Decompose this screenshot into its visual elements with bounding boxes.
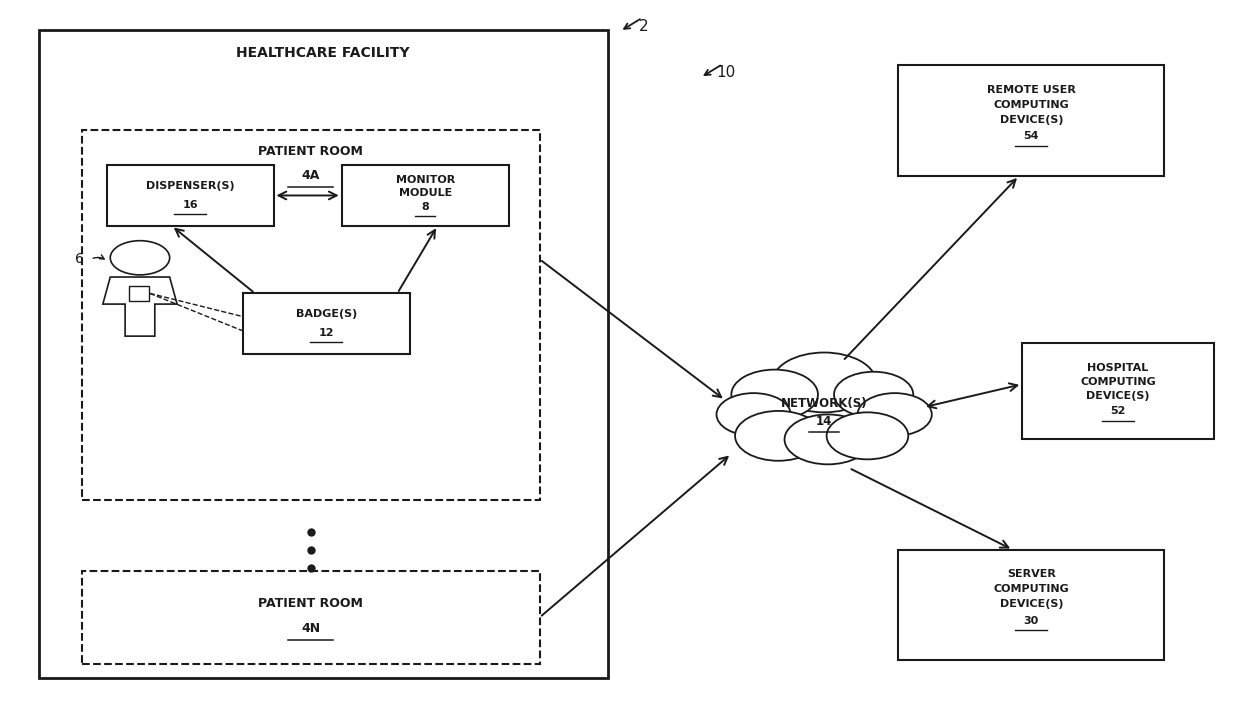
Text: 12: 12: [319, 328, 334, 338]
Bar: [342, 165, 508, 226]
Circle shape: [717, 393, 791, 436]
Text: 16: 16: [182, 199, 198, 209]
Text: 4A: 4A: [301, 169, 320, 182]
Bar: [82, 129, 539, 500]
Bar: [107, 165, 274, 226]
Text: COMPUTING: COMPUTING: [993, 100, 1069, 110]
Text: 10: 10: [717, 66, 735, 81]
Text: DEVICE(S): DEVICE(S): [999, 599, 1063, 609]
Text: 30: 30: [1024, 616, 1039, 626]
Text: 2: 2: [639, 19, 649, 34]
Text: 8: 8: [422, 202, 429, 212]
Text: DISPENSER(S): DISPENSER(S): [146, 181, 234, 191]
Circle shape: [719, 347, 929, 468]
Circle shape: [732, 370, 818, 420]
Bar: [1022, 343, 1214, 440]
Text: PATIENT ROOM: PATIENT ROOM: [258, 597, 363, 610]
Text: 54: 54: [1024, 132, 1039, 142]
Circle shape: [785, 415, 872, 464]
Text: MODULE: MODULE: [398, 187, 451, 197]
Bar: [243, 293, 409, 354]
Text: REMOTE USER: REMOTE USER: [987, 85, 1076, 95]
Circle shape: [858, 393, 931, 436]
Bar: [38, 30, 608, 678]
Text: NETWORK(S): NETWORK(S): [781, 398, 868, 410]
Text: MONITOR: MONITOR: [396, 174, 455, 184]
Text: 4N: 4N: [301, 621, 320, 635]
Bar: [898, 550, 1164, 660]
Text: SERVER: SERVER: [1007, 569, 1055, 579]
Text: 6: 6: [76, 252, 84, 266]
Text: DEVICE(S): DEVICE(S): [999, 115, 1063, 125]
Text: 14: 14: [816, 415, 832, 428]
Circle shape: [773, 352, 877, 413]
Bar: [898, 66, 1164, 176]
Bar: [82, 571, 539, 664]
Text: HEALTHCARE FACILITY: HEALTHCARE FACILITY: [237, 46, 410, 59]
Circle shape: [110, 241, 170, 275]
Circle shape: [827, 413, 908, 459]
Text: COMPUTING: COMPUTING: [993, 584, 1069, 594]
Polygon shape: [103, 277, 177, 336]
Circle shape: [835, 372, 913, 418]
Bar: [129, 286, 149, 300]
Text: PATIENT ROOM: PATIENT ROOM: [258, 145, 363, 158]
Text: HOSPITAL: HOSPITAL: [1087, 363, 1148, 373]
Text: COMPUTING: COMPUTING: [1080, 377, 1156, 387]
Circle shape: [735, 411, 822, 460]
Text: DEVICE(S): DEVICE(S): [1086, 391, 1149, 401]
Text: 52: 52: [1110, 406, 1126, 416]
Text: BADGE(S): BADGE(S): [295, 310, 357, 320]
